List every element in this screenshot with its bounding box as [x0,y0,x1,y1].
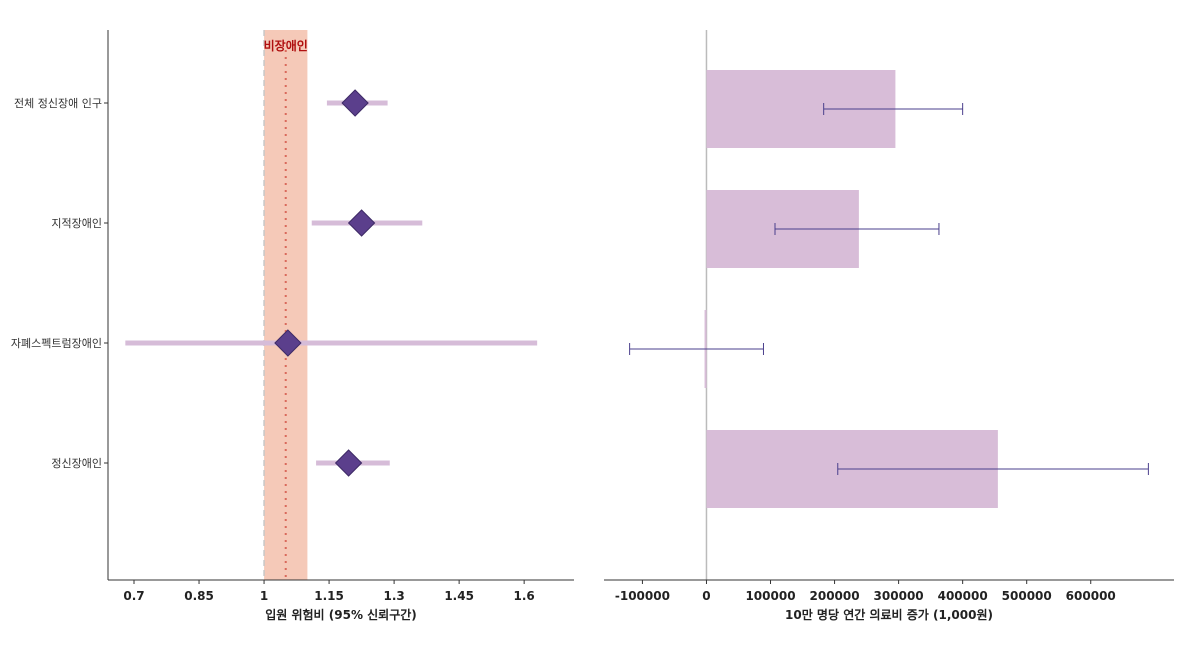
forest-x-tick-label: 0.85 [184,589,214,603]
bar-x-tick-label: 300000 [874,589,924,603]
forest-x-tick-label: 1.6 [514,589,535,603]
reference-ci-band [264,30,308,580]
forest-x-tick-label: 1.3 [383,589,404,603]
forest-estimate-marker [274,329,302,357]
bar-x-tick-label: 200000 [810,589,860,603]
forest-x-tick-label: 0.7 [123,589,144,603]
bar-x-tick-label: -100000 [615,589,670,603]
forest-estimate-marker [341,89,369,117]
forest-x-tick-label: 1.45 [444,589,474,603]
forest-category-label: 정신장애인 [51,457,102,470]
forest-x-tick-label: 1.15 [314,589,344,603]
forest-x-axis-title: 입원 위험비 (95% 신뢰구간) [265,607,417,622]
forest-category-label: 지적장애인 [51,217,102,230]
forest-estimate-marker [334,449,363,477]
forest-x-tick-label: 1 [260,589,268,603]
bar-x-tick-label: 100000 [745,589,795,603]
bar-x-axis-title: 10만 명당 연간 의료비 증가 (1,000원) [785,607,993,622]
forest-category-label: 전체 정신장애 인구 [14,97,102,110]
forest-estimate-marker [347,209,376,237]
bar-x-tick-label: 400000 [938,589,988,603]
bar-x-tick-label: 0 [702,589,710,603]
reference-label: 비장애인 [264,38,308,53]
bar-chart-panel: -100000 0 100000 200000 300000 400000 500000 60… [604,30,1174,622]
bar-x-tick-label: 500000 [1002,589,1052,603]
forest-category-label: 자폐스펙트럼장애인 [11,337,102,350]
forest-plot-panel: 비장애인 0.7 0.85 1 1.15 1.3 1.45 1.6 입원 위험비 (95% 신뢰… [11,30,574,622]
bar-x-tick-label: 600000 [1066,589,1116,603]
